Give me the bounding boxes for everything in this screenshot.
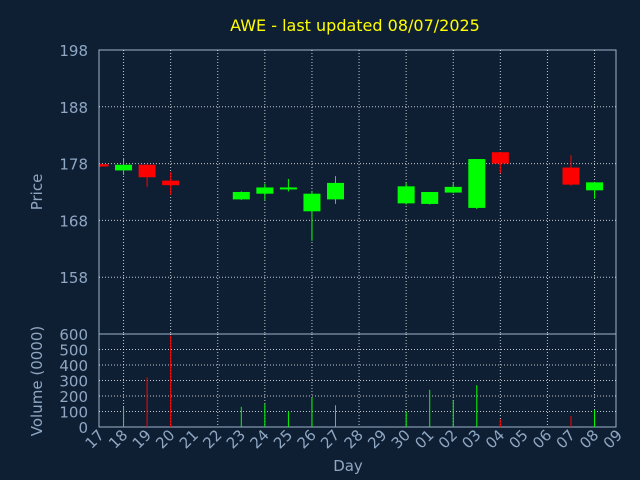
volume-series (123, 335, 596, 427)
volume-axis-label: Volume (0000) (28, 326, 46, 436)
price-tick-label: 178 (59, 156, 88, 174)
candle-body (562, 167, 580, 185)
candle-body (115, 164, 133, 171)
price-tick-label: 168 (59, 212, 88, 230)
x-axis-label: Day (333, 457, 363, 475)
candle-body (421, 192, 439, 204)
candle-body (327, 182, 344, 200)
candle-body (303, 193, 321, 212)
x-tick-labels: 1718192021222324252627282930010203040506… (82, 426, 626, 452)
candle-body (397, 186, 415, 204)
candlestick-series (99, 152, 604, 241)
candle-body (491, 152, 509, 164)
volume-tick-label: 600 (59, 326, 88, 344)
volume-tick-label: 500 (59, 342, 88, 360)
candle-body (444, 186, 462, 193)
candle-body (586, 182, 604, 191)
price-tick-label: 158 (59, 269, 88, 287)
candle-body (162, 180, 180, 186)
volume-tick-label: 200 (59, 388, 88, 406)
candle-body (138, 164, 156, 178)
price-tick-label: 198 (59, 42, 88, 60)
candle-body (100, 164, 109, 167)
candle-body (256, 187, 274, 194)
volume-tick-label: 400 (59, 357, 88, 375)
price-tick-label: 188 (59, 99, 88, 117)
candle-body (468, 159, 486, 208)
price-axis-label: Price (28, 174, 46, 211)
price-tick-labels: 198 188 178 168 158 (59, 42, 88, 287)
candle-body (279, 187, 297, 190)
volume-tick-label: 100 (59, 404, 88, 422)
volume-tick-label: 300 (59, 373, 88, 391)
chart-title: AWE - last updated 08/07/2025 (230, 16, 480, 35)
candle-body (232, 192, 250, 200)
volume-tick-label: 0 (78, 419, 88, 437)
